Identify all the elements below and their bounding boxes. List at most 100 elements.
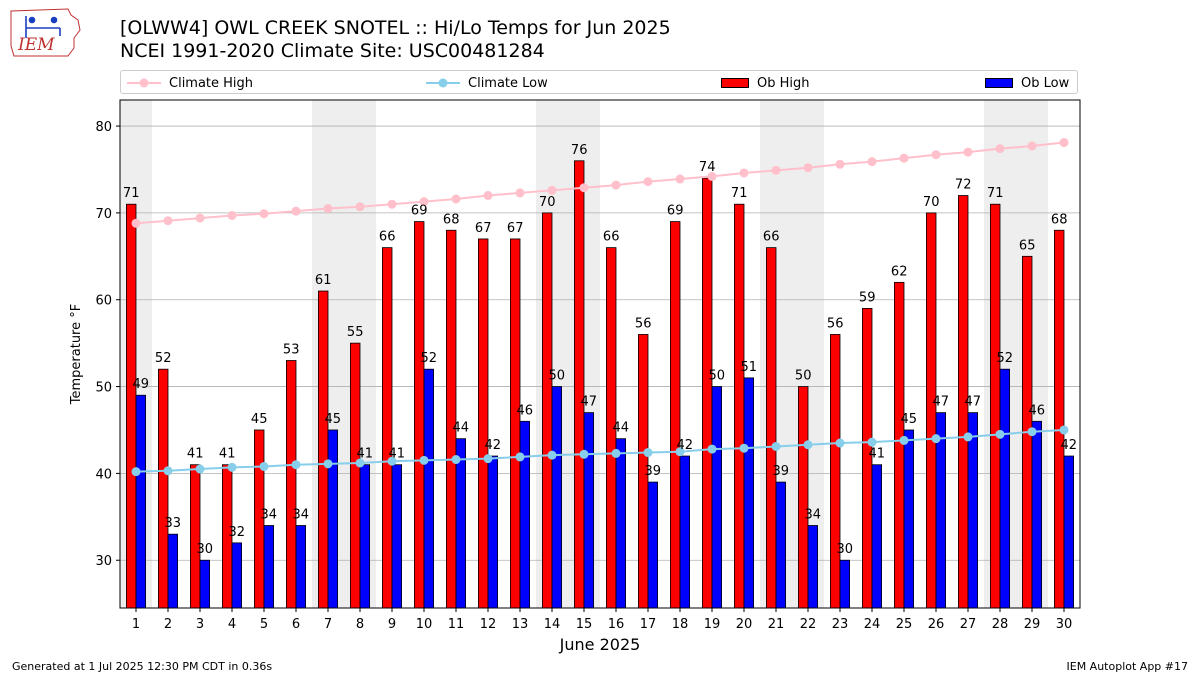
iem-logo: IEM xyxy=(10,8,81,57)
ob-low-bar xyxy=(711,386,723,609)
y-tick-label: 40 xyxy=(95,467,112,482)
climate-low-point xyxy=(451,455,461,465)
ob-low-label: 45 xyxy=(901,412,918,427)
ob-high-label: 71 xyxy=(731,186,748,201)
x-tick-label: 12 xyxy=(480,617,497,632)
climate-low-point xyxy=(163,466,173,476)
climate-high-point xyxy=(387,199,397,209)
climate-high-point xyxy=(131,218,141,228)
ob-low-label: 46 xyxy=(517,403,534,418)
ob-low-bar xyxy=(551,386,563,609)
ob-high-bar xyxy=(542,212,553,609)
ob-high-bar xyxy=(477,238,489,609)
climate-low-point xyxy=(739,443,749,453)
ob-high-label: 71 xyxy=(123,186,140,201)
ob-high-bar xyxy=(349,342,361,609)
ob-high-label: 69 xyxy=(411,204,428,219)
climate-low-point xyxy=(931,434,941,444)
ob-low-bar xyxy=(327,429,339,609)
x-tick-label: 26 xyxy=(928,617,945,632)
ob-high-label: 76 xyxy=(571,143,588,158)
ob-low-label: 41 xyxy=(357,447,374,462)
climate-low-point xyxy=(227,462,237,472)
ob-low-label: 46 xyxy=(1029,403,1046,418)
climate-low-point xyxy=(579,449,589,459)
ob-low-bar xyxy=(871,464,883,609)
ob-high-bar xyxy=(894,281,905,609)
ob-low-bar xyxy=(295,525,307,609)
climate-low-line-icon xyxy=(426,78,460,88)
ob-low-swatch-icon xyxy=(985,78,1013,88)
x-tick-label: 20 xyxy=(736,617,753,632)
logo-text: IEM xyxy=(17,35,55,55)
climate-low-point xyxy=(195,464,205,474)
ob-high-label: 67 xyxy=(475,221,492,236)
ob-low-bar xyxy=(263,525,275,609)
ob-high-label: 56 xyxy=(827,316,844,331)
ob-high-swatch-icon xyxy=(721,78,749,88)
climate-high-point xyxy=(803,163,813,173)
ob-high-label: 66 xyxy=(603,230,620,245)
x-tick-label: 29 xyxy=(1024,617,1041,632)
climate-low-line xyxy=(135,428,1065,473)
ob-high-bar xyxy=(574,160,585,609)
ob-high-bar xyxy=(734,203,745,609)
ob-low-label: 41 xyxy=(389,447,406,462)
climate-high-point xyxy=(451,194,461,204)
ob-high-label: 70 xyxy=(539,195,556,210)
x-tick-label: 27 xyxy=(960,617,977,632)
ob-low-bar xyxy=(583,412,595,609)
y-tick-label: 80 xyxy=(95,120,112,135)
climate-low-point xyxy=(1059,425,1069,435)
climate-low-point xyxy=(803,440,813,450)
ob-high-label: 72 xyxy=(955,178,972,193)
ob-high-bar xyxy=(413,221,425,609)
climate-low-point xyxy=(483,454,493,464)
climate-high-point xyxy=(899,153,909,163)
climate-high-line-icon xyxy=(127,78,161,88)
ob-low-bar xyxy=(455,438,467,609)
ob-high-bar xyxy=(509,238,521,609)
climate-high-point xyxy=(227,210,237,220)
ob-low-label: 39 xyxy=(645,464,662,479)
ob-high-bar xyxy=(445,229,457,609)
ob-low-label: 47 xyxy=(933,395,950,410)
climate-low-point xyxy=(419,455,429,465)
ob-high-label: 61 xyxy=(315,273,332,288)
x-tick-label: 14 xyxy=(544,617,561,632)
ob-low-bar xyxy=(231,542,243,609)
generated-timestamp: Generated at 1 Jul 2025 12:30 PM CDT in … xyxy=(12,660,273,673)
climate-high-point xyxy=(931,150,941,160)
ob-high-label: 41 xyxy=(187,447,204,462)
ob-high-bar xyxy=(670,221,681,609)
ob-low-bar xyxy=(135,394,147,609)
ob-low-label: 52 xyxy=(421,351,438,366)
ob-low-label: 34 xyxy=(805,508,822,523)
x-tick-label: 5 xyxy=(260,617,268,632)
chart-title: [OLWW4] OWL CREEK SNOTEL :: Hi/Lo Temps … xyxy=(120,17,671,39)
x-tick-label: 4 xyxy=(228,617,236,632)
x-tick-label: 30 xyxy=(1056,617,1073,632)
climate-low-point xyxy=(131,467,141,477)
x-tick-label: 15 xyxy=(576,617,593,632)
y-tick-label: 30 xyxy=(95,554,112,569)
ob-high-label: 70 xyxy=(923,195,940,210)
x-tick-label: 19 xyxy=(704,617,721,632)
plot-frame xyxy=(119,99,1081,609)
ob-low-bar xyxy=(487,455,499,609)
ob-high-bar xyxy=(926,212,937,609)
ob-low-bar xyxy=(807,525,819,609)
legend-label-ob-high: Ob High xyxy=(757,75,810,91)
climate-low-point xyxy=(867,437,877,447)
climate-low-point xyxy=(675,447,685,457)
climate-low-point xyxy=(387,456,397,466)
legend: Climate High Climate Low Ob High Ob Low xyxy=(120,70,1078,94)
climate-low-point xyxy=(355,458,365,468)
x-tick-label: 28 xyxy=(992,617,1009,632)
y-tick-label: 50 xyxy=(95,381,112,396)
climate-high-point xyxy=(515,188,525,198)
x-tick-label: 22 xyxy=(800,617,817,632)
ob-low-bar xyxy=(359,464,371,609)
ob-high-label: 45 xyxy=(251,412,268,427)
x-tick-label: 1 xyxy=(132,617,140,632)
